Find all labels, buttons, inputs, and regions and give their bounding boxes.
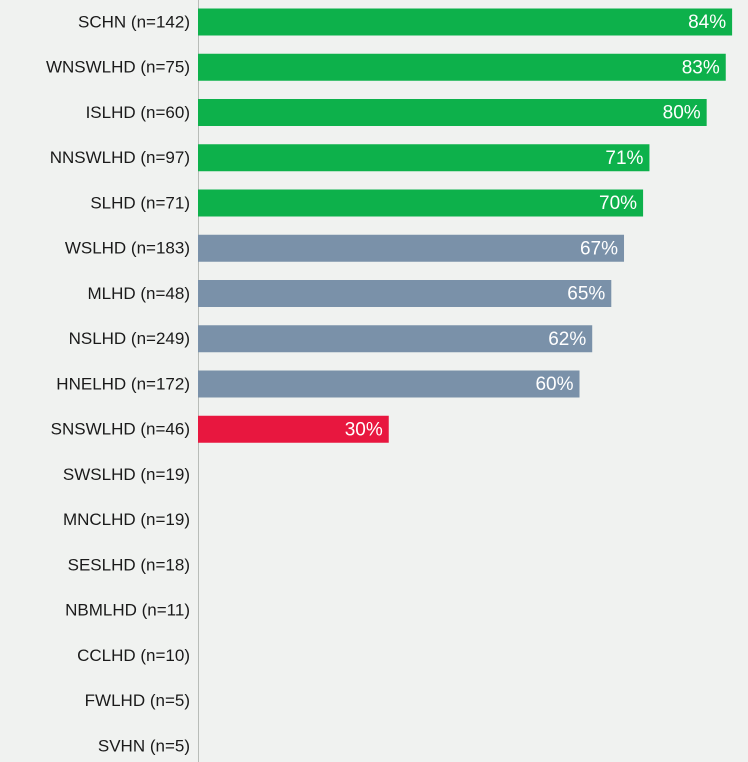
value-label: 65% — [567, 284, 605, 305]
category-label: WNSWLHD (n=75) — [46, 58, 190, 77]
bar — [198, 280, 612, 307]
bar — [198, 99, 707, 126]
category-label: MLHD (n=48) — [87, 284, 190, 303]
value-label: 62% — [548, 329, 586, 350]
bar — [198, 325, 593, 353]
category-label: CCLHD (n=10) — [77, 646, 190, 665]
bar — [198, 415, 389, 443]
value-label: 83% — [682, 57, 720, 78]
bar — [198, 189, 644, 217]
category-label: HNELHD (n=172) — [56, 374, 190, 393]
value-label: 71% — [605, 148, 643, 169]
bar — [198, 144, 650, 172]
bar — [198, 370, 580, 398]
category-label: SESLHD (n=18) — [68, 555, 190, 574]
category-label: SWSLHD (n=19) — [63, 465, 190, 484]
category-label: SCHN (n=142) — [78, 12, 190, 31]
value-label: 70% — [599, 193, 637, 214]
category-label: NSLHD (n=249) — [69, 329, 190, 348]
category-label: SVHN (n=5) — [98, 736, 190, 755]
value-label: 67% — [580, 238, 618, 259]
value-label: 84% — [688, 12, 726, 33]
category-label: WSLHD (n=183) — [65, 239, 190, 258]
category-label: MNCLHD (n=19) — [63, 510, 190, 529]
category-label: NBMLHD (n=11) — [65, 601, 190, 620]
bar — [198, 234, 625, 262]
bar — [198, 8, 733, 36]
category-label: ISLHD (n=60) — [86, 103, 190, 122]
category-label: FWLHD (n=5) — [85, 691, 190, 710]
category-label: NNSWLHD (n=97) — [50, 148, 190, 167]
category-label: SLHD (n=71) — [90, 193, 190, 212]
value-label: 80% — [663, 103, 701, 124]
value-label: 60% — [535, 374, 573, 395]
value-label: 30% — [345, 419, 383, 440]
category-label: SNSWLHD (n=46) — [51, 420, 190, 439]
bar — [198, 53, 726, 81]
